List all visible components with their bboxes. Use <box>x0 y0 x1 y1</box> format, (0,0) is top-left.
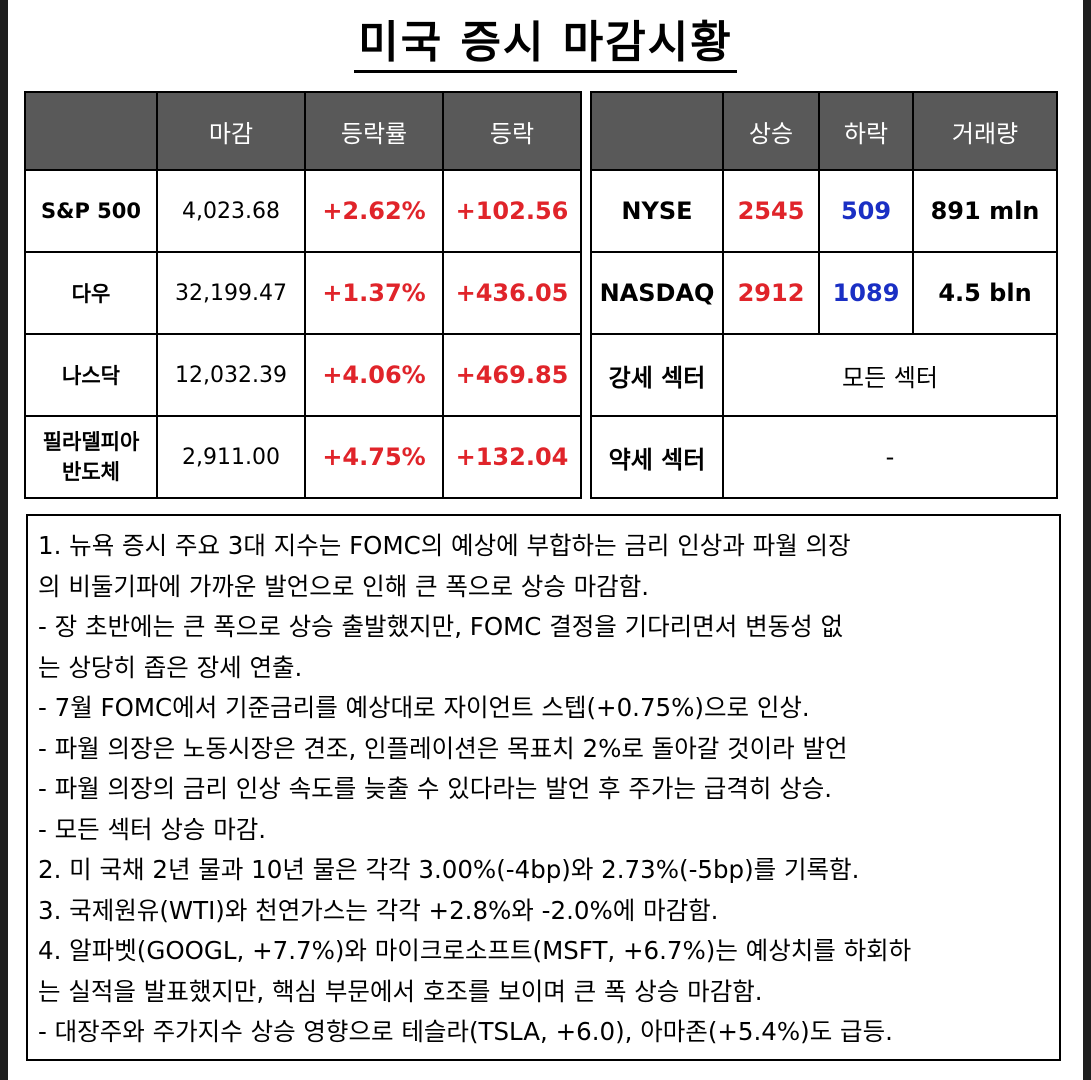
market-row-nyse: NYSE 2545 509 891 mln <box>590 169 1058 253</box>
index-chg: +436.05 <box>442 251 582 335</box>
exchange-name: NASDAQ <box>590 251 724 335</box>
index-name: 다우 <box>24 251 158 335</box>
index-header-close: 마감 <box>156 91 306 171</box>
index-row-sox: 필라델피아 반도체 2,911.00 +4.75% +132.04 <box>24 415 582 499</box>
weak-sector-row: 약세 섹터 - <box>590 415 1058 499</box>
market-header-down: 하락 <box>818 91 914 171</box>
weak-sector-value: - <box>722 415 1058 499</box>
market-header-empty <box>590 91 724 171</box>
market-table: 상승 하락 거래량 NYSE 2545 509 891 mln NASDAQ 2… <box>590 91 1058 499</box>
advancers: 2912 <box>722 251 820 335</box>
page-title: 미국 증시 마감시황 <box>8 6 1083 73</box>
index-close: 12,032.39 <box>156 333 306 417</box>
note-line: 3. 국제원유(WTI)와 천연가스는 각각 +2.8%와 -2.0%에 마감함… <box>38 895 719 925</box>
weak-sector-label: 약세 섹터 <box>590 415 724 499</box>
note-line: - 장 초반에는 큰 폭으로 상승 출발했지만, FOMC 결정을 기다리면서 … <box>38 612 844 641</box>
note-line: - 대장주와 주가지수 상승 영향으로 테슬라(TSLA, +6.0), 아마존… <box>38 1017 893 1046</box>
volume: 891 mln <box>912 169 1058 253</box>
index-table: 마감 등락률 등락 S&P 500 4,023.68 +2.62% +102.5… <box>24 91 582 499</box>
decliners: 1089 <box>818 251 914 335</box>
index-header-pct: 등락률 <box>304 91 444 171</box>
index-row-sp500: S&P 500 4,023.68 +2.62% +102.56 <box>24 169 582 253</box>
exchange-name: NYSE <box>590 169 724 253</box>
index-row-dow: 다우 32,199.47 +1.37% +436.05 <box>24 251 582 335</box>
index-row-nasdaq: 나스닥 12,032.39 +4.06% +469.85 <box>24 333 582 417</box>
note-line: - 모든 섹터 상승 마감. <box>38 814 267 844</box>
market-header-up: 상승 <box>722 91 820 171</box>
note-line: - 7월 FOMC에서 기준금리를 예상대로 자이언트 스텝(+0.75%)으로… <box>38 693 810 722</box>
note-line: 1. 뉴욕 증시 주요 3대 지수는 FOMC의 예상에 부합하는 금리 인상과… <box>38 531 851 560</box>
index-name: 나스닥 <box>24 333 158 417</box>
index-header-chg: 등락 <box>442 91 582 171</box>
index-close: 32,199.47 <box>156 251 306 335</box>
note-line: - 파월 의장의 금리 인상 속도를 늦출 수 있다라는 발언 후 주가는 급격… <box>38 774 833 803</box>
index-close: 4,023.68 <box>156 169 306 253</box>
note-line: 는 상당히 좁은 장세 연출. <box>38 652 303 682</box>
market-header-volume: 거래량 <box>912 91 1058 171</box>
index-close: 2,911.00 <box>156 415 306 499</box>
index-header-row: 마감 등락률 등락 <box>24 91 582 171</box>
index-chg: +469.85 <box>442 333 582 417</box>
index-name: 필라델피아 반도체 <box>24 415 158 499</box>
strong-sector-label: 강세 섹터 <box>590 333 724 417</box>
index-header-empty <box>24 91 158 171</box>
note-line: 4. 알파벳(GOOGL, +7.7%)와 마이크로소프트(MSFT, +6.7… <box>38 936 912 965</box>
note-line: 2. 미 국채 2년 물과 10년 물은 각각 3.00%(-4bp)와 2.7… <box>38 855 860 884</box>
market-notes: 1. 뉴욕 증시 주요 3대 지수는 FOMC의 예상에 부합하는 금리 인상과… <box>26 514 1061 1061</box>
index-name-text: 필라델피아 반도체 <box>42 430 140 484</box>
strong-sector-value: 모든 섹터 <box>722 333 1058 417</box>
market-header-row: 상승 하락 거래량 <box>590 91 1058 171</box>
index-pct: +2.62% <box>304 169 444 253</box>
note-line: 는 실적을 발표했지만, 핵심 부문에서 호조를 보이며 큰 폭 상승 마감함. <box>38 976 763 1006</box>
index-pct: +4.75% <box>304 415 444 499</box>
volume: 4.5 bln <box>912 251 1058 335</box>
index-pct: +4.06% <box>304 333 444 417</box>
report-sheet: 미국 증시 마감시황 마감 등락률 등락 S&P 500 4,023.68 +2… <box>8 0 1083 1080</box>
note-line: 의 비둘기파에 가까운 발언으로 인해 큰 폭으로 상승 마감함. <box>38 571 650 601</box>
decliners: 509 <box>818 169 914 253</box>
advancers: 2545 <box>722 169 820 253</box>
index-chg: +132.04 <box>442 415 582 499</box>
index-pct: +1.37% <box>304 251 444 335</box>
strong-sector-row: 강세 섹터 모든 섹터 <box>590 333 1058 417</box>
market-row-nasdaq: NASDAQ 2912 1089 4.5 bln <box>590 251 1058 335</box>
index-chg: +102.56 <box>442 169 582 253</box>
note-line: - 파월 의장은 노동시장은 견조, 인플레이션은 목표치 2%로 돌아갈 것이… <box>38 733 848 763</box>
index-name: S&P 500 <box>24 169 158 253</box>
